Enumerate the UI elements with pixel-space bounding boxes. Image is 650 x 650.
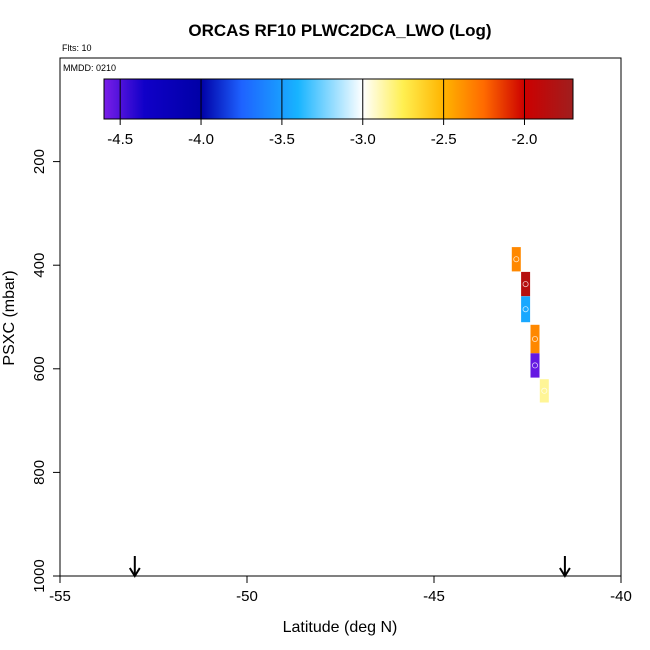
y-axis-tick-label: 1000: [31, 559, 48, 592]
data-point: [521, 296, 531, 323]
chart-title: ORCAS RF10 PLWC2DCA_LWO (Log): [188, 21, 491, 40]
colorbar-tick-label: -3.0: [350, 131, 376, 148]
date-label: MMDD: 0210: [63, 63, 116, 73]
colorbar-tick-label: -2.5: [431, 131, 457, 148]
flight-start-arrow: [128, 556, 141, 578]
flights-label: Flts: 10: [62, 43, 92, 53]
colorbar-tick-label: -2.0: [512, 131, 538, 148]
data-point: [511, 247, 521, 272]
data-point-marker: [532, 362, 539, 369]
x-axis-tick-label: -50: [236, 588, 258, 605]
data-points: [511, 247, 549, 403]
data-point-marker: [522, 281, 529, 288]
data-point: [539, 379, 549, 403]
x-axis: -55 -50 -45 -40: [49, 576, 632, 605]
y-axis-tick-label: 800: [31, 460, 48, 485]
colorbar-tick-label: -3.5: [269, 131, 295, 148]
colorbar: -4.5 -4.0 -3.5 -3.0 -2.5 -2.0: [103, 78, 574, 148]
flight-markers: [128, 556, 571, 578]
y-axis-tick-label: 200: [31, 149, 48, 174]
colorbar-tick-label: -4.0: [188, 131, 214, 148]
x-axis-label: Latitude (deg N): [283, 619, 398, 636]
data-point-marker: [522, 306, 529, 313]
x-axis-tick-label: -55: [49, 588, 71, 605]
data-point-marker: [513, 256, 520, 263]
plot-frame: [59, 57, 622, 577]
x-axis-tick-label: -40: [610, 588, 632, 605]
data-point: [530, 324, 540, 354]
colorbar-gradient: [103, 78, 574, 120]
data-point-marker: [541, 387, 548, 394]
data-point-marker: [532, 335, 539, 342]
y-axis-tick-label: 600: [31, 356, 48, 381]
data-point: [530, 353, 540, 378]
y-axis-tick-label: 400: [31, 253, 48, 278]
colorbar-tick-label: -4.5: [107, 131, 133, 148]
data-point: [521, 271, 531, 297]
x-axis-tick-label: -45: [423, 588, 445, 605]
flight-end-arrow: [559, 556, 571, 578]
y-axis-label: PSXC (mbar): [1, 270, 18, 365]
y-axis: 200 400 600 800 1000: [31, 149, 60, 593]
